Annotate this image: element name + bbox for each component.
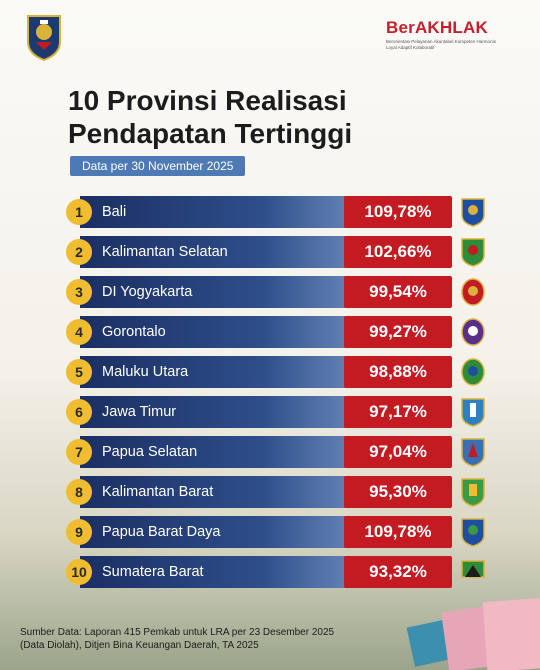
brand-name: BerAKHLAK bbox=[386, 18, 488, 37]
ranking-row: 8 Kalimantan Barat 95,30% bbox=[66, 476, 496, 508]
rank-badge: 8 bbox=[66, 479, 92, 505]
province-name: Bali bbox=[102, 204, 127, 220]
province-emblem-icon bbox=[461, 198, 485, 227]
rank-badge: 4 bbox=[66, 319, 92, 345]
rank-badge: 10 bbox=[66, 559, 92, 585]
province-name: Kalimantan Barat bbox=[102, 484, 214, 500]
ranking-row: 7 Papua Selatan 97,04% bbox=[66, 436, 496, 468]
province-emblem-icon bbox=[461, 318, 485, 346]
page-title: 10 Provinsi Realisasi Pendapatan Terting… bbox=[68, 84, 428, 150]
province-name: Maluku Utara bbox=[102, 364, 189, 380]
brand-block: BerAKHLAK Berorientasi Pelayanan Akuntab… bbox=[386, 18, 516, 50]
province-name: Kalimantan Selatan bbox=[102, 244, 228, 260]
rank-badge: 1 bbox=[66, 199, 92, 225]
realization-value: 99,54% bbox=[344, 276, 452, 308]
ranking-row: 6 Jawa Timur 97,17% bbox=[66, 396, 496, 428]
rank-badge: 7 bbox=[66, 439, 92, 465]
ranking-row: 2 Kalimantan Selatan 102,66% bbox=[66, 236, 496, 268]
banknotes-icon bbox=[406, 597, 540, 670]
ranking-row: 9 Papua Barat Daya 109,78% bbox=[66, 516, 496, 548]
realization-value: 97,04% bbox=[344, 436, 452, 468]
province-name: Papua Selatan bbox=[102, 444, 198, 460]
province-name: DI Yogyakarta bbox=[102, 284, 193, 300]
rank-badge: 2 bbox=[66, 239, 92, 265]
brand-tagline: Berorientasi Pelayanan Akuntabel Kompete… bbox=[386, 39, 496, 50]
ministry-emblem-icon bbox=[27, 15, 61, 62]
province-emblem-icon bbox=[461, 478, 485, 507]
province-emblem-icon bbox=[461, 438, 485, 467]
source-note: Sumber Data: Laporan 415 Pemkab untuk LR… bbox=[20, 627, 335, 651]
title-line-2: Pendapatan Tertinggi bbox=[68, 118, 353, 149]
province-emblem-icon bbox=[461, 560, 485, 578]
ranking-row: 4 Gorontalo 99,27% bbox=[66, 316, 496, 348]
rank-badge: 9 bbox=[66, 519, 92, 545]
ranking-row: 10 Sumatera Barat 93,32% bbox=[66, 556, 496, 588]
province-emblem-icon bbox=[461, 398, 485, 427]
title-line-1: 10 Provinsi Realisasi bbox=[68, 85, 347, 116]
ranking-row: 5 Maluku Utara 98,88% bbox=[66, 356, 496, 388]
province-name: Gorontalo bbox=[102, 324, 166, 340]
province-name: Jawa Timur bbox=[102, 404, 177, 420]
date-badge: Data per 30 November 2025 bbox=[70, 156, 246, 176]
province-emblem-icon bbox=[461, 238, 485, 267]
realization-value: 109,78% bbox=[344, 516, 452, 548]
realization-value: 102,66% bbox=[344, 236, 452, 268]
realization-value: 99,27% bbox=[344, 316, 452, 348]
province-name: Papua Barat Daya bbox=[102, 524, 221, 540]
ranking-row: 3 DI Yogyakarta 99,54% bbox=[66, 276, 496, 308]
ranking-row: 1 Bali 109,78% bbox=[66, 196, 496, 228]
rank-badge: 6 bbox=[66, 399, 92, 425]
rank-badge: 5 bbox=[66, 359, 92, 385]
realization-value: 98,88% bbox=[344, 356, 452, 388]
realization-value: 95,30% bbox=[344, 476, 452, 508]
province-emblem-icon bbox=[461, 278, 485, 306]
province-name: Sumatera Barat bbox=[102, 564, 204, 580]
realization-value: 93,32% bbox=[344, 556, 452, 588]
province-emblem-icon bbox=[461, 518, 485, 547]
realization-value: 97,17% bbox=[344, 396, 452, 428]
province-emblem-icon bbox=[461, 358, 485, 386]
rank-badge: 3 bbox=[66, 279, 92, 305]
realization-value: 109,78% bbox=[344, 196, 452, 228]
